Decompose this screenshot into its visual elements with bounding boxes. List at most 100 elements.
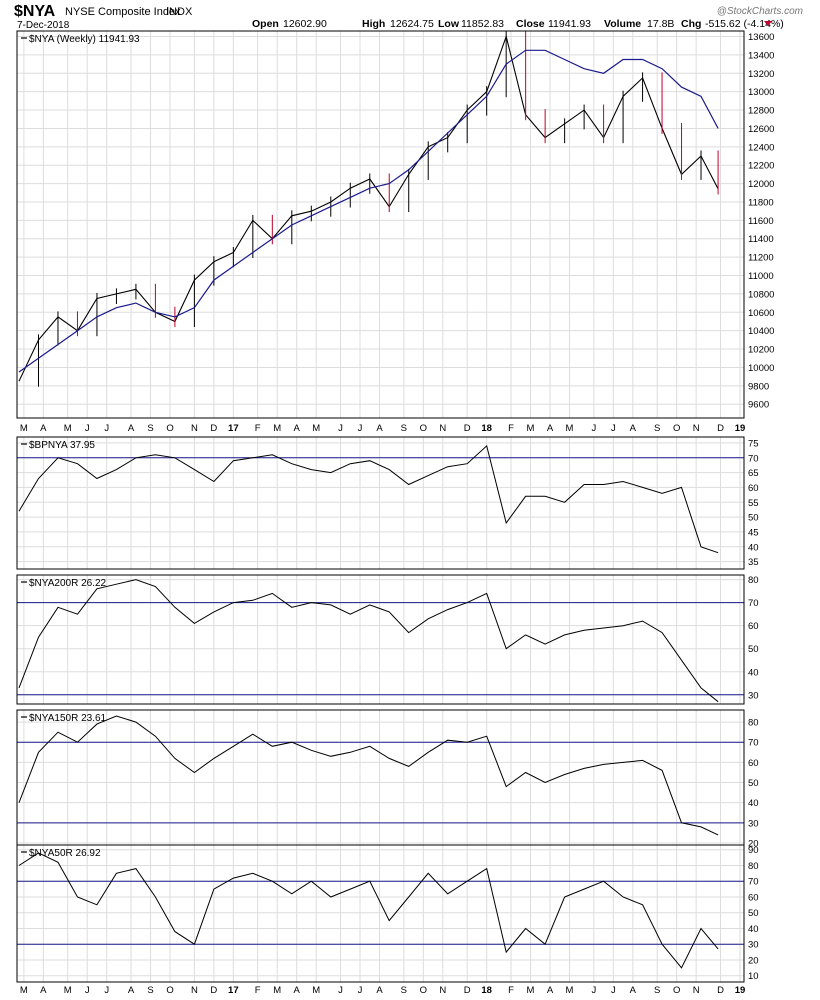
x-tick-label: D xyxy=(464,423,471,434)
x-tick-label: A xyxy=(294,423,301,434)
x-tick-label: F xyxy=(255,985,261,996)
x-tick-label: O xyxy=(166,985,173,996)
y-tick-label: 30 xyxy=(748,690,759,701)
x-tick-label: 18 xyxy=(481,423,492,434)
x-tick-label: A xyxy=(630,985,637,996)
x-tick-label: O xyxy=(420,423,427,434)
x-tick-label: M xyxy=(64,423,72,434)
x-tick-label: S xyxy=(654,985,660,996)
x-tick-label: M xyxy=(64,985,72,996)
x-tick-label: M xyxy=(566,423,574,434)
y-tick-label: 70 xyxy=(748,877,759,888)
high-value: 12624.75 xyxy=(390,18,434,30)
open-value: 12602.90 xyxy=(283,18,327,30)
indicator-line xyxy=(18,852,719,969)
x-tick-label: S xyxy=(401,423,407,434)
x-tick-label: D xyxy=(210,423,217,434)
panel-legend: $NYA200R 26.22 xyxy=(29,578,107,589)
chart-panel-4: 10 20 30 40 50 60 70 80 90 $NYA50R 26.92 xyxy=(16,844,759,983)
close-label: Close xyxy=(516,18,545,30)
x-tick-label: J xyxy=(591,423,596,434)
x-tick-label: J xyxy=(591,985,596,996)
y-tick-label: 11000 xyxy=(748,271,774,282)
y-tick-label: 65 xyxy=(748,468,759,479)
y-tick-label: 11800 xyxy=(748,197,774,208)
x-tick-label: J xyxy=(611,985,616,996)
x-tick-label: A xyxy=(294,985,301,996)
x-tick-label: F xyxy=(255,423,261,434)
x-tick-label: M xyxy=(273,423,281,434)
watermark: @StockCharts.com xyxy=(717,6,803,17)
x-tick-label: M xyxy=(312,985,320,996)
x-tick-label: 17 xyxy=(228,423,239,434)
x-tick-label: J xyxy=(358,423,363,434)
y-tick-label: 40 xyxy=(748,542,759,553)
y-tick-label: 40 xyxy=(748,798,759,809)
x-tick-label: S xyxy=(147,985,153,996)
y-tick-label: 55 xyxy=(748,498,759,509)
y-tick-label: 13000 xyxy=(748,87,774,98)
y-tick-label: 12800 xyxy=(748,106,774,117)
x-tick-label: A xyxy=(128,423,135,434)
x-tick-label: A xyxy=(40,985,47,996)
index-name: NYSE Composite Index xyxy=(65,6,181,18)
x-tick-label: N xyxy=(439,985,446,996)
x-tick-label: 18 xyxy=(481,985,492,996)
y-tick-label: 9800 xyxy=(748,381,769,392)
y-tick-label: 10600 xyxy=(748,308,774,319)
y-tick-label: 9600 xyxy=(748,400,769,411)
x-tick-label: A xyxy=(376,985,383,996)
low-value: 11852.83 xyxy=(461,18,504,30)
panel-frame xyxy=(16,30,745,419)
x-tick-label: 19 xyxy=(735,423,746,434)
x-tick-label: J xyxy=(338,985,343,996)
y-tick-label: 70 xyxy=(748,738,759,749)
y-tick-label: 13400 xyxy=(748,50,774,61)
chg-label: Chg xyxy=(681,18,701,30)
x-tick-label: J xyxy=(104,985,109,996)
chart-panel-0: 9600 9800 10000 10200 10400 10600 10800 11000 11… xyxy=(16,30,774,419)
y-tick-label: 70 xyxy=(748,453,759,464)
y-tick-label: 30 xyxy=(748,940,759,951)
y-tick-label: 40 xyxy=(748,924,759,935)
x-tick-label: J xyxy=(358,985,363,996)
y-tick-label: 50 xyxy=(748,908,759,919)
down-arrow-icon xyxy=(764,21,772,26)
y-tick-label: 12400 xyxy=(748,142,774,153)
x-tick-label: 17 xyxy=(228,985,239,996)
x-tick-label: D xyxy=(464,985,471,996)
x-tick-label: N xyxy=(693,423,700,434)
x-tick-label: A xyxy=(40,423,47,434)
panel-legend: $NYA50R 26.92 xyxy=(29,848,101,859)
x-tick-label: O xyxy=(166,423,173,434)
y-tick-label: 11400 xyxy=(748,234,774,245)
y-tick-label: 50 xyxy=(748,644,759,655)
indicator-line xyxy=(18,579,719,703)
panel-legend: $BPNYA 37.95 xyxy=(29,440,95,451)
y-tick-label: 75 xyxy=(748,438,759,449)
y-tick-label: 60 xyxy=(748,621,759,632)
x-tick-label: A xyxy=(376,423,383,434)
x-tick-label: J xyxy=(338,423,343,434)
x-tick-label: N xyxy=(191,423,198,434)
x-tick-label: O xyxy=(673,423,680,434)
y-tick-label: 11600 xyxy=(748,216,774,227)
x-tick-label: N xyxy=(439,423,446,434)
panel-frame xyxy=(16,709,745,846)
y-tick-label: 20 xyxy=(748,838,759,849)
x-tick-label: M xyxy=(312,423,320,434)
date-label: 7-Dec-2018 xyxy=(17,20,70,30)
panel-frame xyxy=(16,436,745,570)
x-tick-label: M xyxy=(527,423,535,434)
indicator-line xyxy=(18,444,719,554)
y-tick-label: 10 xyxy=(748,971,759,982)
y-tick-label: 12600 xyxy=(748,124,774,135)
x-tick-label: M xyxy=(566,985,574,996)
x-tick-label: J xyxy=(611,423,616,434)
chart-panel-1: 35 40 45 50 55 60 65 70 75 $BPNYA 37.95 xyxy=(16,436,759,570)
y-tick-label: 90 xyxy=(748,845,759,856)
x-tick-label: J xyxy=(104,423,109,434)
y-tick-label: 60 xyxy=(748,483,759,494)
y-tick-label: 12000 xyxy=(748,179,774,190)
